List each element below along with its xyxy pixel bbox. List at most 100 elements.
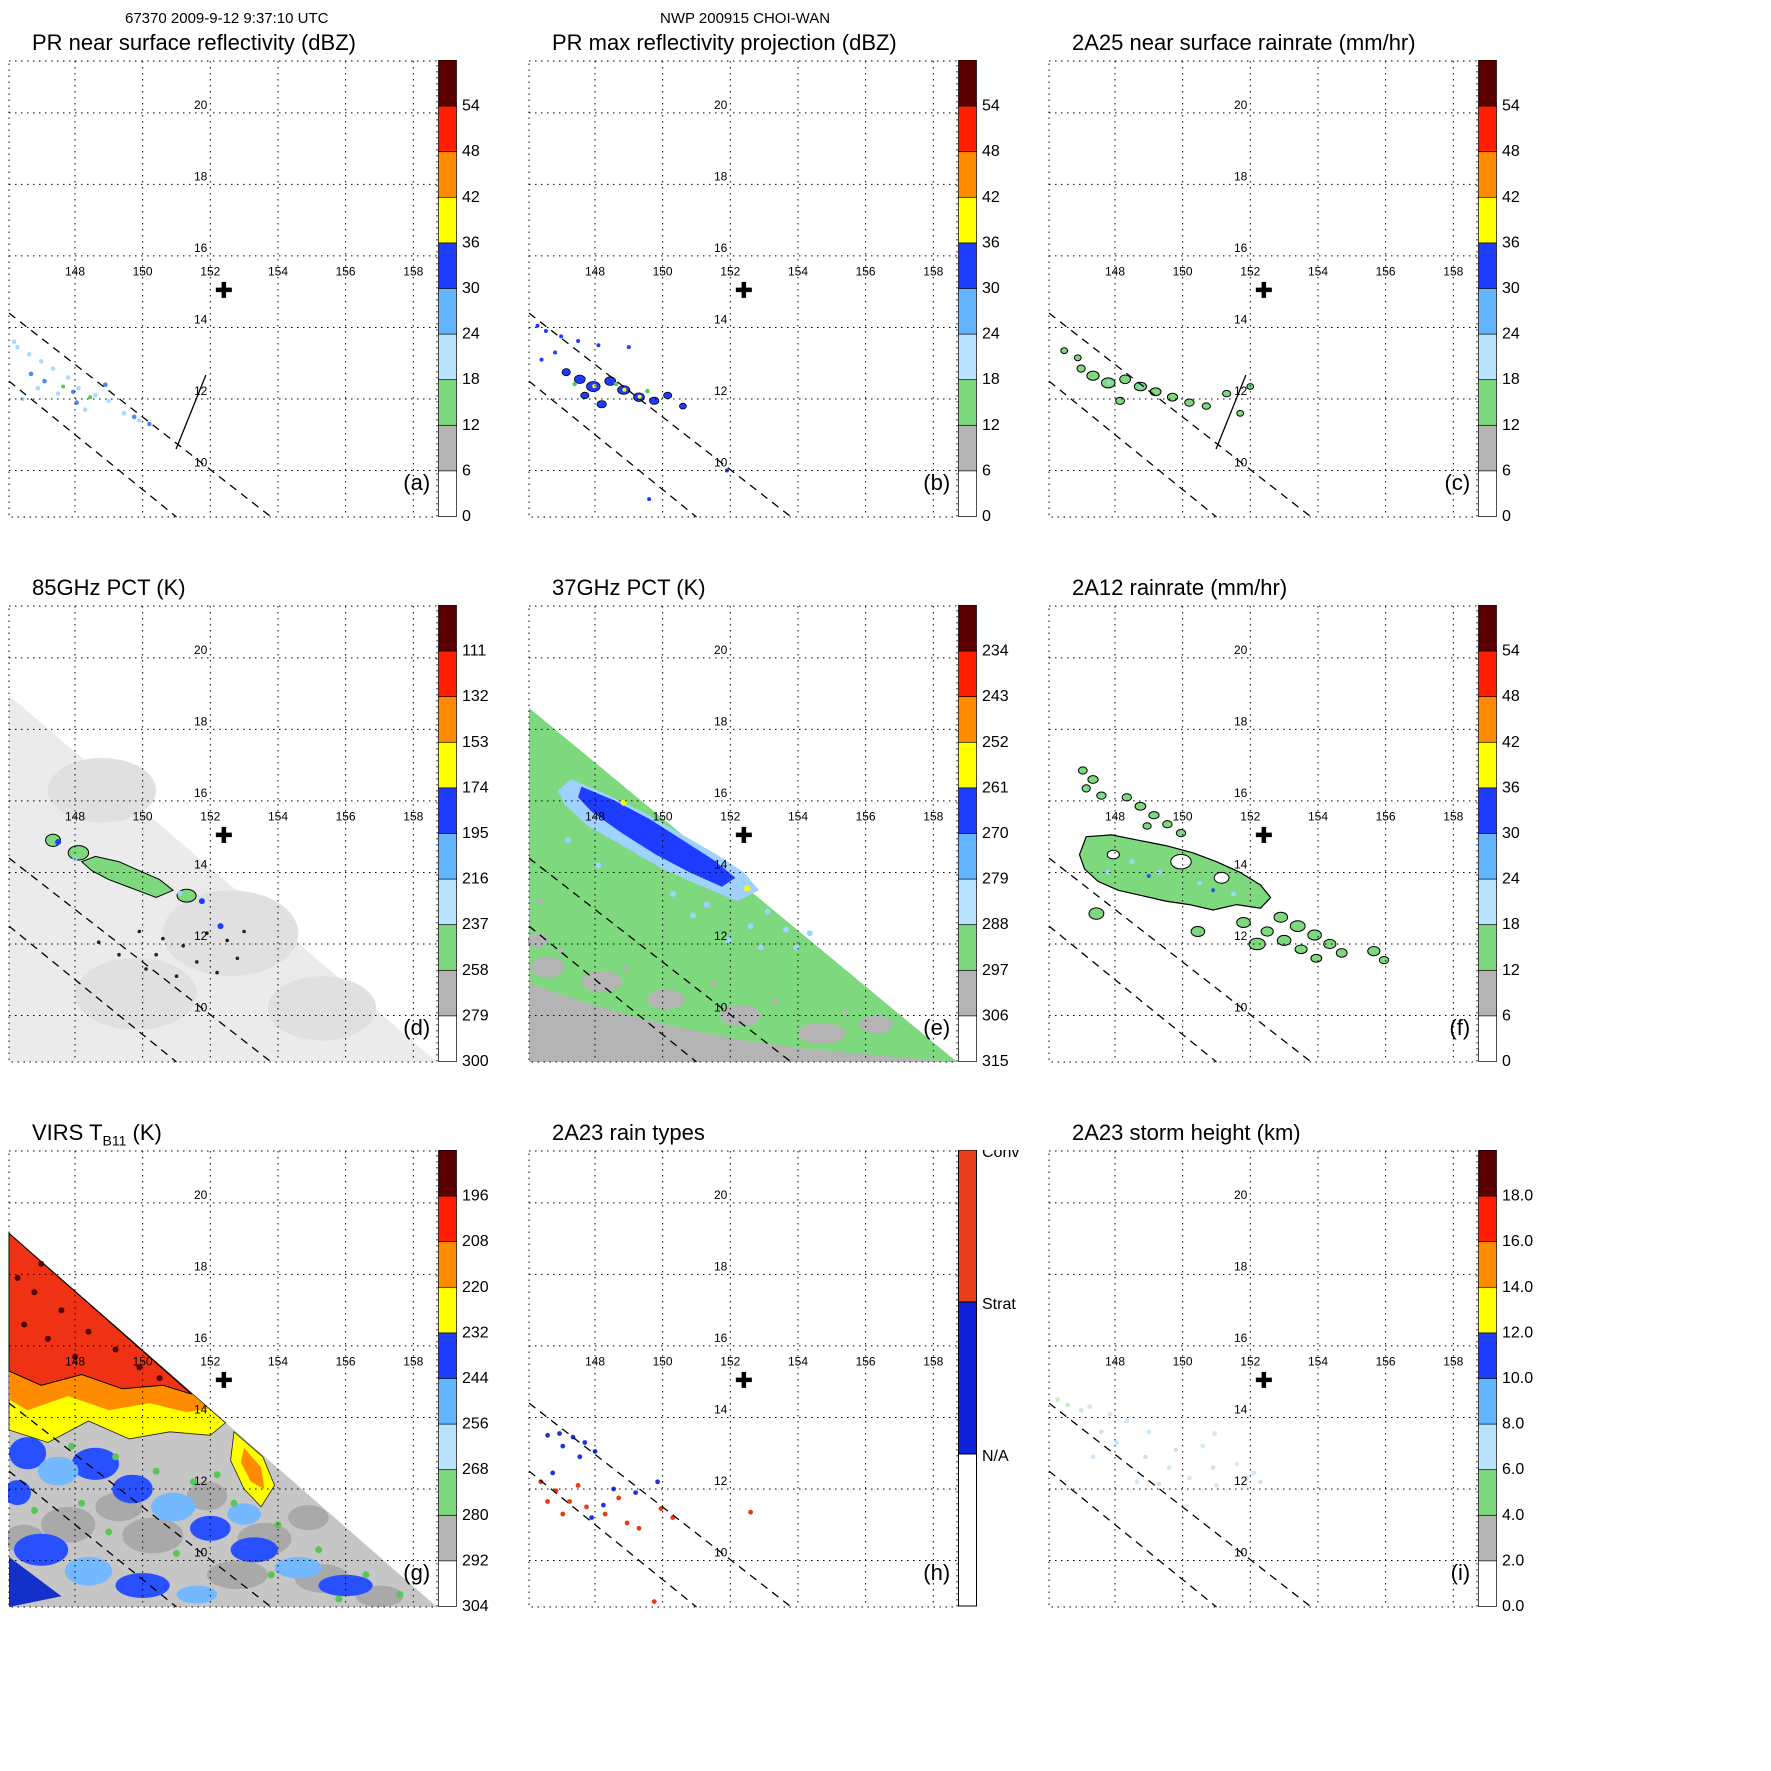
lon-tick-label: 158 — [403, 265, 423, 279]
data-dot — [1166, 1465, 1172, 1470]
colorbar-segment — [958, 832, 977, 880]
data-dot — [58, 1307, 65, 1314]
data-dot — [545, 1499, 550, 1504]
colorbar-i: 0.0 2.0 4.0 6.0 8.0 10.0 12.0 14.0 16.0 18.0 — [1478, 1150, 1566, 1626]
data-blob — [1149, 387, 1162, 397]
data-dot — [85, 1328, 92, 1335]
data-blob — [288, 1505, 329, 1531]
title-subscript: B11 — [102, 1132, 127, 1149]
colorbar-tick-label: 306 — [982, 1007, 1009, 1024]
map-g: 148 150 152 154 156 158 10 12 14 16 18 20 (g) — [8, 1150, 438, 1608]
lon-tick-label: 148 — [65, 810, 85, 824]
data-dot — [106, 398, 112, 404]
colorbar-segment — [1478, 1468, 1497, 1516]
panel-grid: PR near surface reflectivity (dBZ) 148 150… — [8, 28, 1568, 1663]
data-dot — [567, 1499, 572, 1504]
data-blob — [1119, 374, 1131, 385]
data-dot — [1107, 1411, 1113, 1417]
lon-tick-label: 150 — [1173, 1355, 1193, 1369]
colorbar-segment — [1478, 1423, 1497, 1471]
data-dot — [38, 1260, 45, 1267]
colorbar-tick-label: 8.0 — [1502, 1416, 1524, 1433]
data-blob — [580, 391, 590, 399]
colorbar-tick-label: 196 — [462, 1188, 489, 1205]
colorbar-segment — [1478, 60, 1497, 107]
panel-title-c: 2A25 near surface rainrate (mm/hr) — [1072, 30, 1416, 55]
lat-tick-label: 16 — [194, 241, 208, 255]
data-dot — [793, 944, 800, 951]
colorbar-e: 315 306 297 288 279 270 261 252 243 234 — [958, 605, 1046, 1081]
data-blob — [1162, 820, 1173, 829]
data-dot — [65, 375, 71, 380]
colorbar-segment — [438, 424, 457, 472]
colorbar-segment — [1478, 787, 1497, 834]
lon-tick-label: 154 — [1308, 810, 1328, 824]
data-dot — [747, 923, 754, 930]
data-dot — [1143, 1454, 1148, 1459]
colorbar-tick-label: 4.0 — [1502, 1507, 1524, 1524]
colorbar-tick-label: 10.0 — [1502, 1370, 1533, 1387]
data-dot — [1114, 1440, 1120, 1445]
data-dot — [121, 411, 127, 416]
colorbar-segment — [1478, 923, 1497, 971]
lat-tick-label: 16 — [714, 241, 728, 255]
lon-tick-label: 148 — [585, 265, 605, 279]
lat-tick-label: 10 — [194, 1001, 208, 1015]
colorbar-segment — [438, 787, 457, 834]
colorbar-tick-label: 153 — [462, 734, 489, 751]
lon-tick-label: 152 — [720, 1355, 740, 1369]
colorbar-tick-label: 12.0 — [1502, 1324, 1533, 1341]
lat-tick-label: 18 — [194, 714, 208, 728]
data-dot — [1078, 1407, 1084, 1413]
colorbar-tick-label: 220 — [462, 1279, 489, 1296]
colorbar-segment — [1478, 333, 1497, 381]
colorbar-tick-label: 243 — [982, 688, 1009, 705]
data-dot — [335, 1595, 343, 1603]
panel-title-d: 85GHz PCT (K) — [32, 575, 186, 600]
data-blob — [1096, 791, 1107, 800]
data-dot — [592, 384, 597, 389]
data-dot — [645, 388, 650, 394]
data-dot — [651, 1599, 657, 1604]
colorbar-tick-label: 42 — [1502, 734, 1520, 751]
data-blob — [1148, 811, 1160, 820]
colorbar-segment — [438, 105, 457, 153]
lat-tick-label: 14 — [1234, 857, 1248, 871]
lon-tick-label: 150 — [653, 810, 673, 824]
data-field — [8, 1232, 193, 1395]
data-dot — [602, 1511, 608, 1517]
data-dot — [205, 931, 209, 935]
colorbar-segment — [438, 333, 457, 381]
data-dot — [564, 837, 571, 844]
data-blob — [75, 958, 197, 1030]
data-field — [529, 983, 957, 1062]
colorbar-tick-label: 36 — [1502, 779, 1520, 796]
data-dot — [105, 1528, 113, 1536]
colorbar-segment — [438, 470, 457, 517]
map-i: 148 150 152 154 156 158 10 12 14 16 18 20 (i) — [1048, 1150, 1478, 1608]
lat-tick-label: 18 — [1234, 169, 1248, 183]
data-blob — [1087, 775, 1099, 784]
data-dot — [1214, 1483, 1219, 1488]
panel-title-g: VIRS TB11 (K) — [32, 1120, 162, 1149]
lon-tick-label: 158 — [923, 810, 943, 824]
data-dot — [74, 400, 79, 405]
data-dot — [61, 384, 66, 389]
lat-tick-label: 16 — [1234, 786, 1248, 800]
data-blob — [1310, 953, 1323, 963]
data-dot — [806, 930, 813, 937]
lat-tick-label: 20 — [194, 643, 208, 657]
data-dot — [154, 952, 158, 957]
panel-title-b: PR max reflectivity projection (dBZ) — [552, 30, 897, 55]
data-dot — [136, 1364, 143, 1371]
data-blob — [1236, 409, 1245, 417]
map-c: 148 150 152 154 156 158 10 12 14 16 18 20 (c) — [1048, 60, 1478, 518]
colorbar-tick-label: 261 — [982, 779, 1009, 796]
colorbar-segment — [438, 150, 457, 198]
colorbar-segment — [1478, 196, 1497, 244]
data-dot — [15, 344, 20, 350]
data-blob — [162, 890, 299, 977]
data-dot — [55, 839, 62, 845]
data-dot — [76, 385, 81, 391]
colorbar-segment — [1478, 650, 1497, 698]
